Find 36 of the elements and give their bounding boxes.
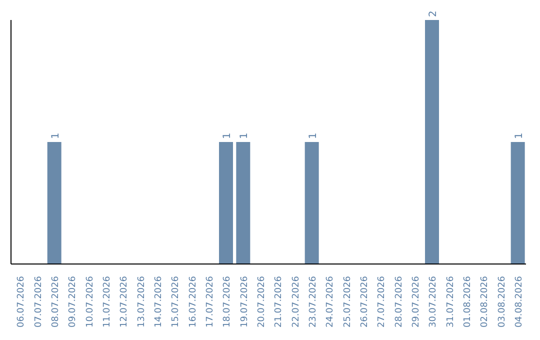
x-tick-label: 31.07.2026 [446,276,456,328]
x-tick-label: 21.07.2026 [274,276,284,328]
x-tick-label: 24.07.2026 [326,276,336,328]
x-tick-label: 17.07.2026 [205,276,216,328]
x-tick-label: 30.07.2026 [428,276,439,328]
x-tick-label: 22.07.2026 [291,276,302,328]
data-label: 1 [308,132,319,139]
data-label: 1 [50,132,62,139]
x-tick-label: 12.07.2026 [120,276,130,328]
x-tick-label: 28.07.2026 [394,276,404,328]
x-tick-label: 13.07.2026 [136,276,147,328]
x-tick-label: 27.07.2026 [377,276,388,328]
x-tick-label: 06.07.2026 [16,276,27,328]
x-tick-label: 10.07.2026 [85,276,96,328]
x-tick-label: 15.07.2026 [171,276,182,328]
data-label: 1 [222,132,233,139]
x-tick-label: 19.07.2026 [240,276,250,328]
data-label: 1 [514,132,525,139]
x-tick-label: 26.07.2026 [360,276,370,328]
x-tick-label: 20.07.2026 [256,276,267,328]
x-tick-label: 25.07.2026 [342,276,353,328]
data-label: 2 [428,10,439,17]
x-tick-label: 07.07.2026 [34,276,44,328]
data-label: 1 [239,132,250,139]
x-tick-label: 04.08.2026 [514,276,524,328]
x-tick-label: 14.07.2026 [154,276,164,328]
x-tick-label: 01.08.2026 [462,276,473,328]
x-tick-label: 11.07.2026 [102,276,112,328]
x-tick-label: 23.07.2026 [308,276,318,328]
x-tick-label: 08.07.2026 [50,276,61,328]
x-tick-label: 09.07.2026 [68,276,78,328]
x-tick-label: 18.07.2026 [222,276,233,328]
x-tick-label: 02.08.2026 [480,276,490,328]
x-tick-label: 03.08.2026 [497,276,508,328]
x-tick-label: 29.07.2026 [411,276,422,328]
x-tick-label: 16.07.2026 [188,276,198,328]
